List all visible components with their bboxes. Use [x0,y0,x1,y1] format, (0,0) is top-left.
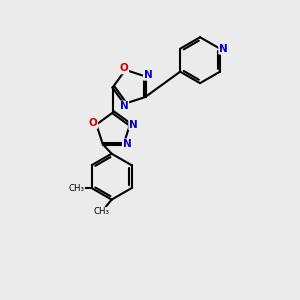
Text: CH₃: CH₃ [68,184,84,193]
Text: N: N [129,119,138,130]
Text: O: O [120,63,128,74]
Text: N: N [120,101,128,111]
Text: N: N [219,44,228,54]
Text: N: N [144,70,152,80]
Text: N: N [123,139,131,149]
Text: O: O [88,118,97,128]
Text: CH₃: CH₃ [93,208,109,217]
